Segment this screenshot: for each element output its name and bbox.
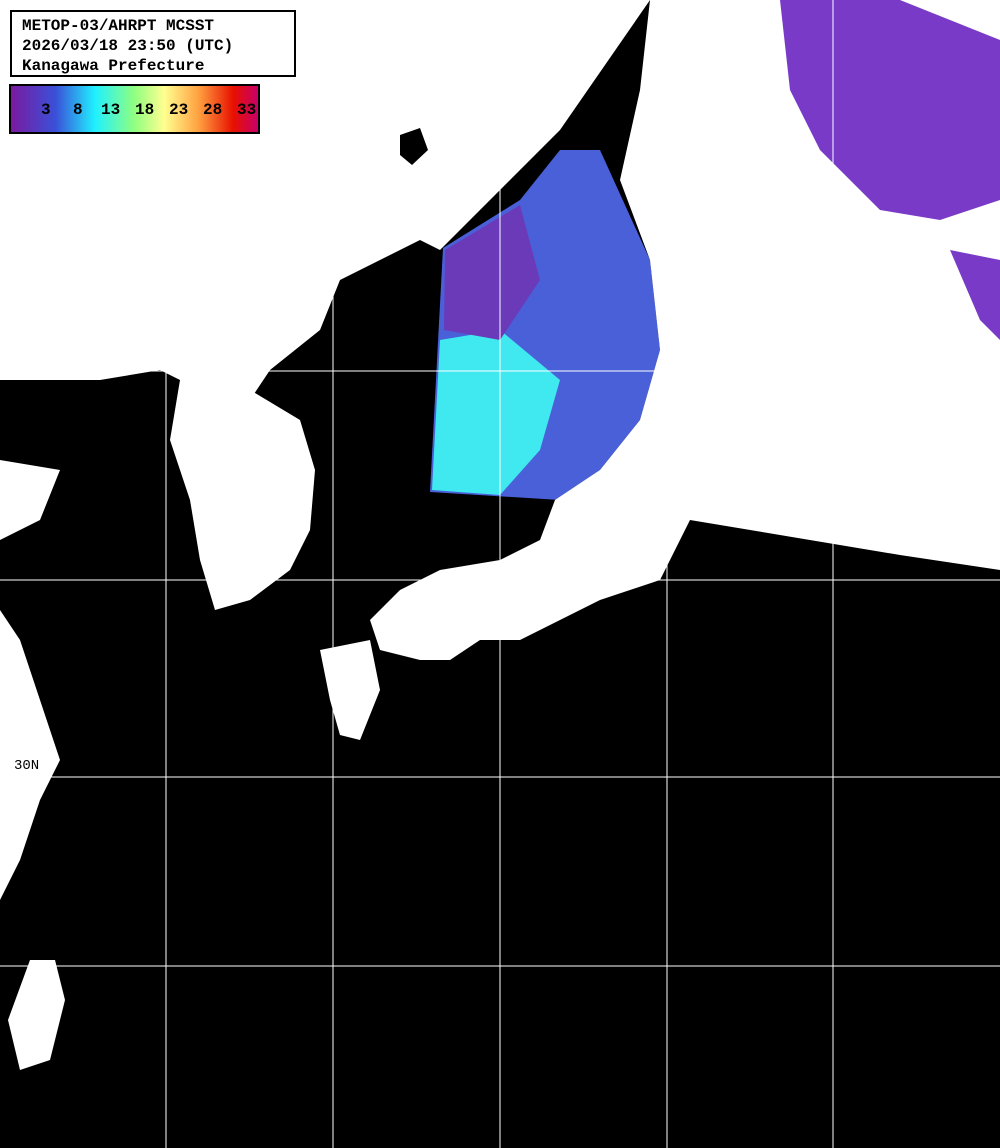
observation-time: 2026/03/18 23:50 (UTC) bbox=[22, 37, 234, 55]
title-box: METOP-03/AHRPT MCSST 2026/03/18 23:50 (U… bbox=[10, 10, 296, 77]
land-korea bbox=[170, 380, 315, 610]
sst-hokkaido-east bbox=[780, 0, 1000, 220]
land-china-coast bbox=[0, 460, 60, 540]
color-scale-legend: 3 8 13 18 23 28 33 bbox=[9, 84, 260, 134]
land-china-south bbox=[0, 610, 60, 900]
land-taiwan bbox=[8, 960, 65, 1070]
legend-tick: 3 bbox=[41, 101, 51, 119]
legend-tick: 18 bbox=[135, 101, 155, 119]
satellite-product: METOP-03/AHRPT MCSST bbox=[22, 17, 215, 35]
lat-label-40n: 40N bbox=[14, 352, 40, 368]
land-island-dokdo bbox=[400, 128, 428, 165]
region-name: Kanagawa Prefecture bbox=[22, 57, 205, 75]
legend-tick: 23 bbox=[169, 101, 189, 119]
legend-tick: 33 bbox=[237, 101, 257, 119]
land-kyushu bbox=[320, 640, 380, 740]
legend-tick: 13 bbox=[101, 101, 121, 119]
legend-tick: 8 bbox=[73, 101, 83, 119]
legend-tick: 28 bbox=[203, 101, 223, 119]
sst-cold-area bbox=[444, 205, 540, 340]
lat-label-30n: 30N bbox=[14, 758, 40, 774]
sst-pacific-east bbox=[950, 250, 1000, 340]
